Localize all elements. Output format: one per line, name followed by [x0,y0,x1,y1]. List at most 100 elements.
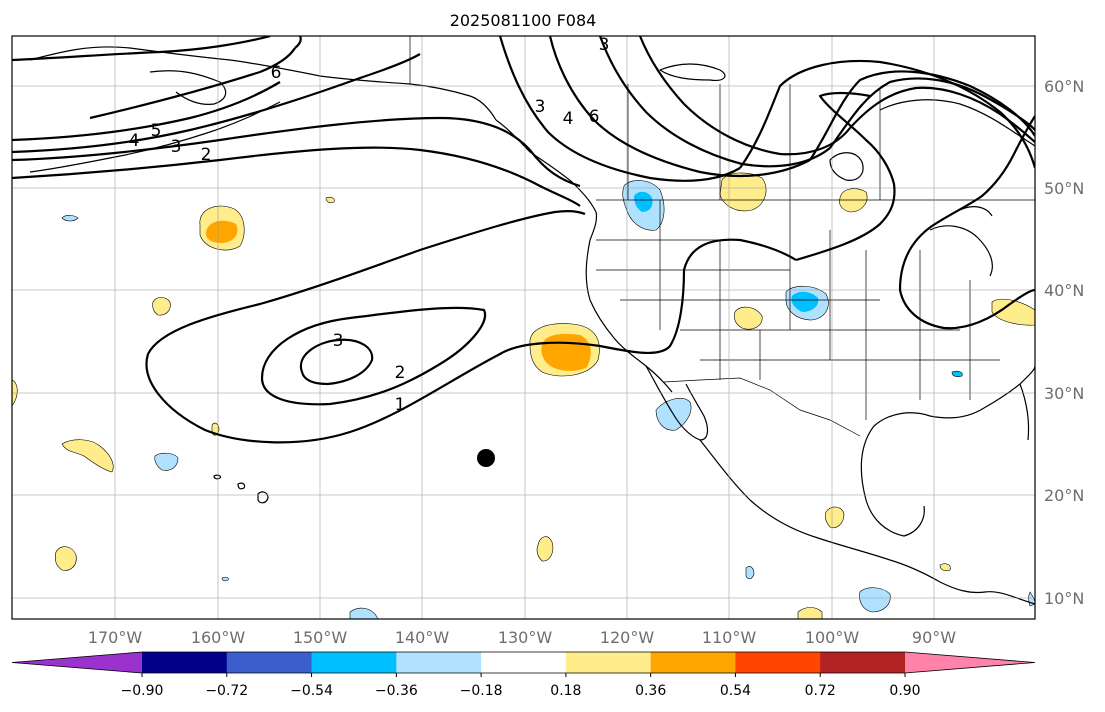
colorbar-extend-high [905,652,1035,673]
negative-patch [349,607,379,619]
colorbar-extend-low [12,652,142,673]
colorbar-segment [142,652,228,673]
positive-patch [939,563,951,572]
colorbar-segment [396,652,482,673]
florida-coast [1019,383,1030,441]
positive-patch [54,546,77,571]
map-area: 3 2 1 6 5 4 3 2 3 4 6 3 [12,35,1035,619]
colorbar-segment [226,652,313,673]
us-west-coast [585,239,673,393]
lon-tick: 170°W [88,628,143,647]
hawaii-island [257,491,269,504]
colorbar-tick-label: 0.36 [635,683,666,699]
mexico-coast [699,439,1035,605]
negative-patch [745,566,755,580]
contour-6 [638,36,851,156]
positive-patch [61,439,114,473]
contour-label: 6 [271,63,282,83]
lon-tick: 150°W [293,628,348,647]
lat-tick: 20°N [1044,486,1084,505]
contour-3 [299,338,374,386]
contour-4 [809,70,1035,161]
negative-core [791,291,819,312]
anomaly-shading [12,172,1035,619]
contour-2 [898,288,1035,330]
lon-tick: 120°W [600,628,655,647]
contour-lines [12,36,1035,444]
contour-3 [12,36,271,62]
negative-patch [221,576,229,582]
positive-core [205,220,238,243]
contour-label: 3 [333,331,344,351]
lat-tick: 60°N [1044,77,1084,96]
political-borders [409,36,1035,437]
contour-label: 2 [395,363,406,383]
colorbar-segment [650,652,736,673]
yucatan-coast [865,499,925,537]
arctic-coast [659,63,726,81]
positive-patch [152,297,171,316]
colorbar: −0.90 −0.72 −0.54 −0.36 −0.18 0.18 0.36 0.54 0.7… [11,651,1036,699]
contour-label: 1 [395,395,406,415]
contour-labels: 3 2 1 6 5 4 3 2 3 4 6 3 [129,35,610,415]
gridlines [12,36,1035,619]
colorbar-tick-label: −0.54 [290,683,333,699]
negative-patch [61,215,79,222]
contour-1 [145,238,797,444]
positive-patch [824,506,845,529]
gulf-coast [860,365,1035,501]
alaska-coast [29,46,497,121]
contour-3 [498,36,741,182]
contour-label: 2 [201,145,212,165]
lon-tick-labels: 170°W 160°W 150°W 140°W 130°W 120°W 110°… [88,628,956,647]
contour-6 [294,36,302,49]
colorbar-tick-label: −0.90 [121,683,164,699]
lon-tick: 130°W [498,628,553,647]
positive-patch [991,298,1035,326]
contour-label: 3 [599,35,610,55]
hawaii-island [237,482,246,490]
contour-5 [598,36,831,168]
colorbar-tick-label: −0.72 [205,683,248,699]
positive-patch [325,196,335,204]
colorbar-tick-label: 0.54 [720,683,751,699]
hawaii-island [213,474,222,480]
map-frame [11,35,1036,620]
lon-tick: 160°W [191,628,246,647]
positive-patch [733,306,763,330]
positive-patch [536,536,554,562]
colorbar-segment [565,652,652,673]
contour-6 [849,86,1035,143]
contour-5 [829,77,1035,149]
contour-6 [89,47,296,120]
lat-tick: 50°N [1044,179,1084,198]
alaska-coast [149,70,227,105]
us-mexico-border [663,377,861,437]
negative-patch [154,452,179,471]
colorbar-tick-label: −0.18 [460,683,503,699]
map-title: 2025081100 F084 [450,11,597,30]
negative-patch [859,587,891,613]
lon-tick: 90°W [912,628,956,647]
contour-5 [12,81,281,142]
lat-tick: 10°N [1044,589,1084,608]
negative-core [634,191,653,212]
great-lakes [929,225,993,277]
lon-tick: 110°W [702,628,757,647]
colorbar-tick-label: −0.36 [375,683,418,699]
arctic-coast [829,152,864,181]
contour-label: 3 [171,137,182,157]
contour-label: 4 [563,109,574,129]
storm-position-marker [477,449,495,467]
lon-tick: 100°W [805,628,860,647]
contour-2 [12,146,581,207]
colorbar-tick-label: 0.90 [889,683,920,699]
lat-tick-labels: 10°N 20°N 30°N 40°N 50°N 60°N [1044,77,1084,608]
lat-tick: 30°N [1044,384,1084,403]
colorbar-segment [735,652,821,673]
positive-patch [797,607,823,619]
contour-4 [12,53,421,154]
contour-1 [795,91,896,262]
aleutian-chain [29,101,281,173]
